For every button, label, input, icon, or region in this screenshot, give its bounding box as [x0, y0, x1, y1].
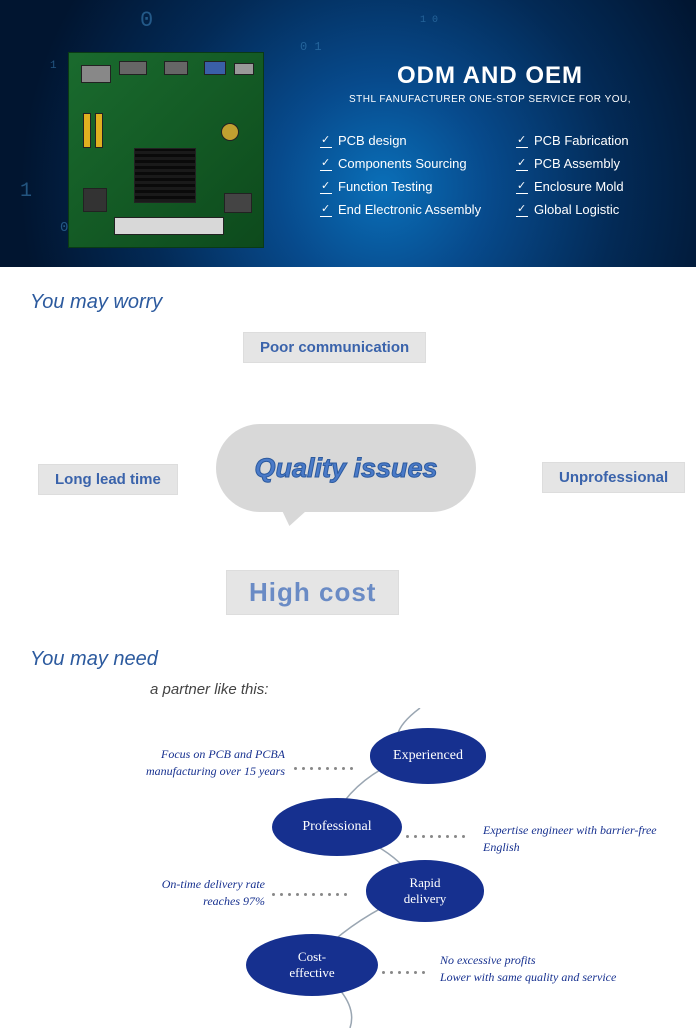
service-item: Function Testing [320, 179, 516, 194]
check-icon [516, 158, 528, 170]
need-heading: You may need [30, 648, 696, 671]
check-icon [516, 204, 528, 216]
check-icon [320, 204, 332, 216]
hero-subtitle: STHL FANUFACTURER ONE-STOP SERVICE FOR Y… [320, 94, 660, 105]
node-professional: Professional [272, 798, 402, 856]
hero-banner: 0 1 0 1 0 1 0 1 ODM AND OEM STHL FANUFAC… [0, 0, 696, 267]
bg-digit: 0 1 [300, 40, 322, 54]
caption-professional: Expertise engineer with barrier-free Eng… [483, 822, 693, 856]
check-icon [320, 135, 332, 147]
worry-section: Poor communication Long lead time Unprof… [0, 324, 696, 624]
worry-tag-long-lead: Long lead time [38, 464, 178, 495]
dotted-connector [382, 964, 436, 966]
worry-tag-poor-comm: Poor communication [243, 332, 426, 363]
service-item: PCB Assembly [516, 156, 629, 171]
partner-flow: Experienced Professional Rapid delivery … [0, 708, 696, 1028]
service-item: PCB design [320, 133, 516, 148]
check-icon [320, 158, 332, 170]
dotted-connector [272, 886, 362, 888]
quality-bubble-text: Quality issues [254, 453, 437, 484]
bg-digit: 1 [20, 180, 32, 203]
service-item: Components Sourcing [320, 156, 516, 171]
hero-title: ODM AND OEM [320, 62, 660, 90]
bg-digit: 1 0 [420, 15, 438, 26]
need-subheading: a partner like this: [150, 681, 696, 698]
worry-tag-high-cost: High cost [226, 570, 399, 615]
bg-digit: 1 [50, 60, 57, 72]
service-item: Global Logistic [516, 202, 629, 217]
quality-bubble: Quality issues [216, 424, 476, 512]
check-icon [516, 181, 528, 193]
caption-rapid: On-time delivery rate reaches 97% [125, 876, 265, 910]
check-icon [516, 135, 528, 147]
dotted-connector [294, 760, 368, 762]
worry-heading: You may worry [30, 291, 696, 314]
hero-text-block: ODM AND OEM STHL FANUFACTURER ONE-STOP S… [320, 62, 660, 217]
bubble-tail-icon [278, 502, 316, 526]
caption-cost: No excessive profits Lower with same qua… [440, 952, 680, 986]
node-rapid: Rapid delivery [366, 860, 484, 922]
dotted-connector [406, 828, 480, 830]
caption-experienced: Focus on PCB and PCBA manufacturing over… [135, 746, 285, 780]
motherboard-image [68, 52, 264, 248]
node-cost: Cost- effective [246, 934, 378, 996]
service-item: End Electronic Assembly [320, 202, 516, 217]
services-list: PCB design Components Sourcing Function … [320, 133, 660, 217]
node-experienced: Experienced [370, 728, 486, 784]
service-item: PCB Fabrication [516, 133, 629, 148]
bg-digit: 0 [140, 8, 153, 33]
service-item: Enclosure Mold [516, 179, 629, 194]
worry-tag-unprof: Unprofessional [542, 462, 685, 493]
check-icon [320, 181, 332, 193]
